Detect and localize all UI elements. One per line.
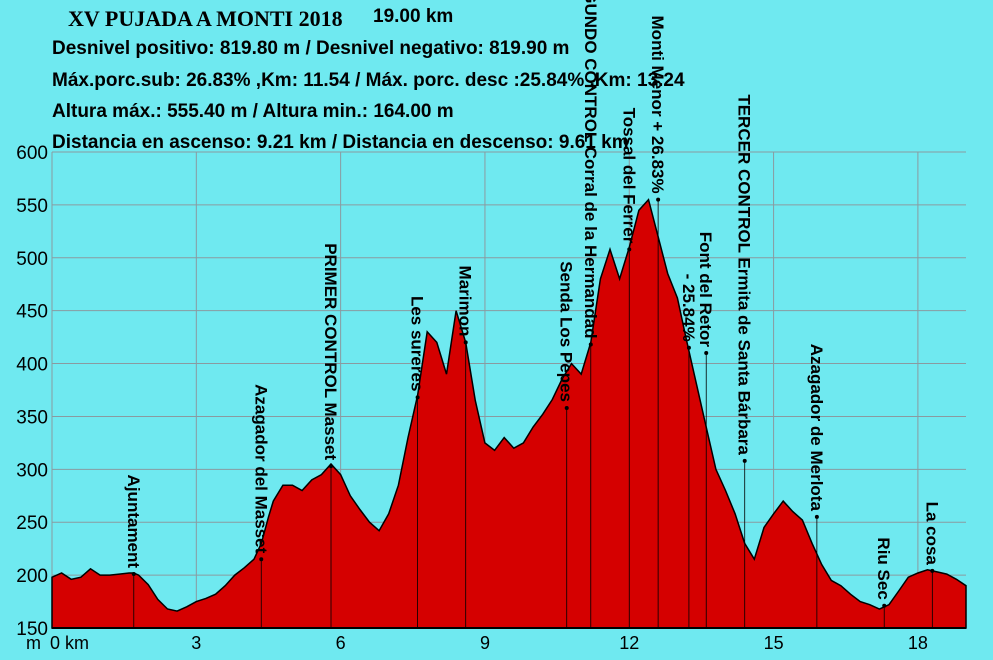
- race-distance: 19.00 km: [373, 6, 454, 27]
- y-tick-label: 600: [16, 143, 48, 164]
- y-tick-label: 450: [16, 302, 48, 323]
- waypoint-label: La cosa: [922, 502, 941, 566]
- waypoint-dot: [627, 247, 632, 252]
- waypoint-label: Senda Los Pepes: [557, 261, 576, 402]
- waypoint-label: Les sureres: [408, 296, 427, 391]
- waypoint-dot: [882, 603, 887, 608]
- waypoint-dot: [588, 342, 593, 347]
- y-tick-label: 550: [16, 196, 48, 217]
- x-tick-label: 18: [908, 633, 928, 653]
- x-tick-label: 3: [191, 633, 201, 653]
- waypoint-dot: [463, 340, 468, 345]
- waypoint-label: Marimon: [456, 266, 475, 337]
- waypoint-dot: [686, 345, 691, 350]
- waypoint-label: PRIMER CONTROL Masset: [321, 243, 340, 460]
- elevation-area: [51, 198, 967, 629]
- waypoint-dot: [930, 568, 935, 573]
- waypoint-dot: [259, 557, 264, 562]
- race-title: XV PUJADA A MONTI 2018: [68, 6, 343, 31]
- elevation-gain-text: Desnivel positivo: 819.80 m / Desnivel n…: [52, 38, 570, 59]
- waypoint-label: Azagador de Merlota: [807, 344, 826, 512]
- x-tick-label: 6: [336, 633, 346, 653]
- x-tick-label: 9: [480, 633, 490, 653]
- waypoint-label: Tossal del Ferrer: [619, 108, 638, 244]
- waypoint-dot: [415, 395, 420, 400]
- x-tick-label: 15: [764, 633, 784, 653]
- y-tick-label: 500: [16, 249, 48, 270]
- altitude-range-text: Altura máx.: 555.40 m / Altura min.: 164…: [52, 101, 454, 122]
- waypoint-label: Font del Retor: [696, 232, 715, 348]
- y-tick-label: 150: [16, 619, 48, 640]
- y-tick-label: 200: [16, 566, 48, 587]
- waypoint-dot: [704, 350, 709, 355]
- waypoint-label: - 25.84%: [679, 274, 698, 342]
- waypoint-dot: [656, 197, 661, 202]
- max-grade-text: Máx.porc.sub: 26.83% ,Km: 11.54 / Máx. p…: [52, 70, 685, 91]
- waypoint-dot: [131, 572, 136, 577]
- waypoint-dot: [814, 514, 819, 519]
- y-tick-label: 300: [16, 460, 48, 481]
- waypoint-label: Monti Menor + 26.83%: [648, 16, 667, 194]
- waypoint-label: TERCER CONTROL Ermita de Santa Bárbara: [735, 94, 754, 455]
- waypoint-label: Riu Sec: [874, 537, 893, 599]
- waypoint-dot: [564, 405, 569, 410]
- y-tick-label: 350: [16, 407, 48, 428]
- y-tick-label: 400: [16, 355, 48, 376]
- x-tick-label: 0 km: [50, 633, 89, 653]
- x-axis-unit: m: [26, 633, 41, 653]
- waypoint-dot: [329, 464, 334, 469]
- waypoint-label: Ajuntament: [124, 475, 143, 569]
- waypoint-dot: [742, 458, 747, 463]
- y-tick-label: 250: [16, 513, 48, 534]
- x-tick-label: 12: [619, 633, 639, 653]
- waypoint-label: SEGUNDO CONTROL Corral de la Hermandad: [581, 0, 600, 339]
- ascent-descent-distance-text: Distancia en ascenso: 9.21 km / Distanci…: [52, 132, 629, 153]
- waypoint-label: Azagador del Masset: [251, 384, 270, 553]
